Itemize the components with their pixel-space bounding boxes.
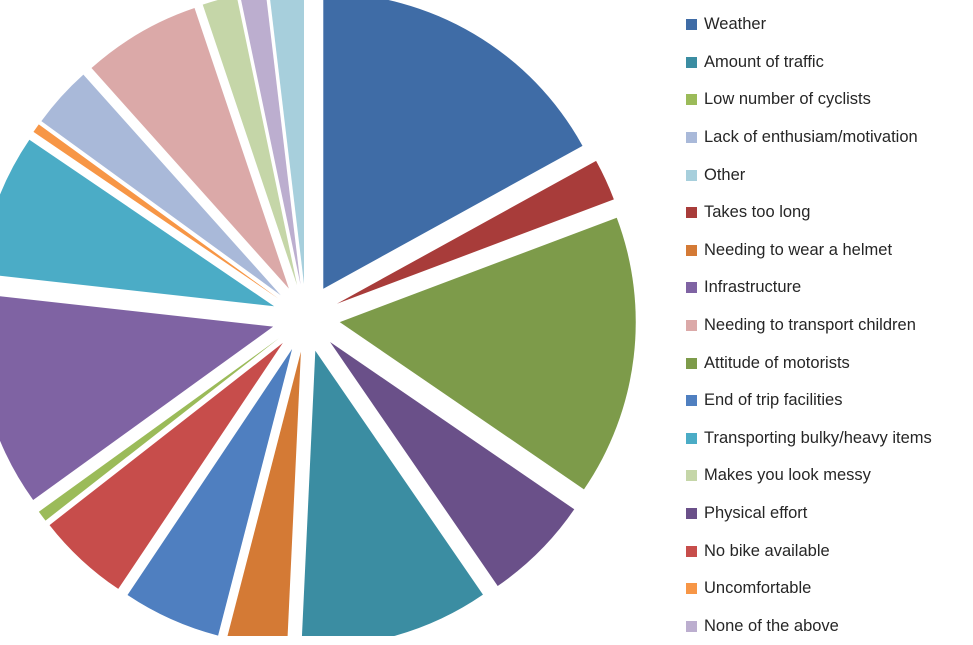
- legend-item: Uncomfortable: [686, 570, 932, 608]
- legend-swatch: [686, 546, 697, 557]
- pie-chart: [0, 0, 680, 636]
- legend-item: Low number of cyclists: [686, 81, 932, 119]
- legend-label: Weather: [704, 15, 766, 34]
- legend-swatch: [686, 508, 697, 519]
- legend-item: Makes you look messy: [686, 457, 932, 495]
- legend-swatch: [686, 621, 697, 632]
- legend-item: Attitude of motorists: [686, 344, 932, 382]
- legend-swatch: [686, 170, 697, 181]
- legend-swatch: [686, 132, 697, 143]
- legend-label: End of trip facilities: [704, 391, 842, 410]
- legend-label: Infrastructure: [704, 278, 801, 297]
- chart-legend: Weather Amount of traffic Low number of cy…: [686, 6, 932, 645]
- legend-label: Other: [704, 166, 745, 185]
- legend-swatch: [686, 19, 697, 30]
- legend-swatch: [686, 94, 697, 105]
- legend-swatch: [686, 207, 697, 218]
- legend-swatch: [686, 358, 697, 369]
- legend-label: Takes too long: [704, 203, 810, 222]
- legend-item: Other: [686, 156, 932, 194]
- legend-item: None of the above: [686, 608, 932, 645]
- legend-swatch: [686, 245, 697, 256]
- legend-label: Attitude of motorists: [704, 354, 850, 373]
- legend-item: Needing to wear a helmet: [686, 232, 932, 270]
- legend-item: Infrastructure: [686, 269, 932, 307]
- legend-label: Low number of cyclists: [704, 90, 871, 109]
- legend-label: Needing to transport children: [704, 316, 916, 335]
- pie-slice-attitude-of-motorists: [340, 218, 636, 490]
- legend-label: Makes you look messy: [704, 466, 871, 485]
- legend-swatch: [686, 583, 697, 594]
- legend-label: Amount of traffic: [704, 53, 824, 72]
- legend-item: Weather: [686, 6, 932, 44]
- legend-label: Transporting bulky/heavy items: [704, 429, 932, 448]
- legend-item: Takes too long: [686, 194, 932, 232]
- legend-swatch: [686, 57, 697, 68]
- legend-swatch: [686, 470, 697, 481]
- legend-label: Lack of enthusiam/motivation: [704, 128, 918, 147]
- legend-label: Needing to wear a helmet: [704, 241, 892, 260]
- legend-item: Transporting bulky/heavy items: [686, 420, 932, 458]
- legend-item: Needing to transport children: [686, 307, 932, 345]
- legend-swatch: [686, 395, 697, 406]
- legend-item: Physical effort: [686, 495, 932, 533]
- legend-label: Uncomfortable: [704, 579, 811, 598]
- legend-item: End of trip facilities: [686, 382, 932, 420]
- legend-label: No bike available: [704, 542, 830, 561]
- legend-item: Amount of traffic: [686, 44, 932, 82]
- legend-label: None of the above: [704, 617, 839, 636]
- legend-label: Physical effort: [704, 504, 807, 523]
- legend-swatch: [686, 433, 697, 444]
- legend-swatch: [686, 320, 697, 331]
- legend-item: No bike available: [686, 532, 932, 570]
- legend-swatch: [686, 282, 697, 293]
- legend-item: Lack of enthusiam/motivation: [686, 119, 932, 157]
